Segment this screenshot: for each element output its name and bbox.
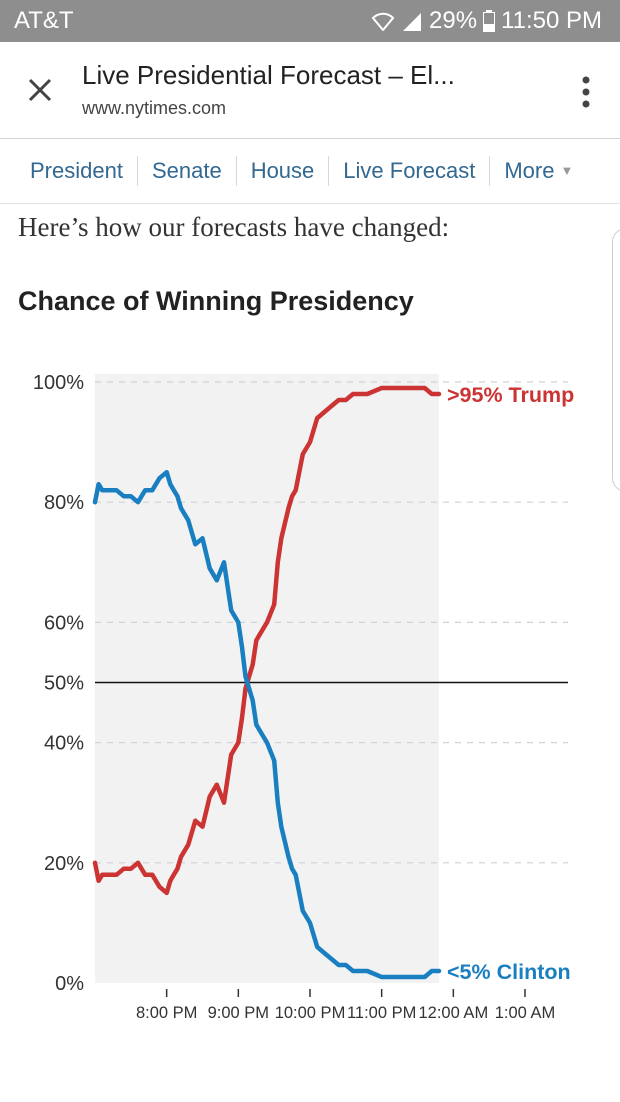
carrier-name: AT&T xyxy=(14,7,74,34)
nav-house[interactable]: House xyxy=(235,156,329,186)
battery-icon xyxy=(483,10,496,32)
series-line-trump xyxy=(92,385,442,896)
forecast-chart: 100% 80% 60% 50% 40% 20% 0% 8:00 PM 9:00 PM 10:00… xyxy=(33,372,574,1022)
chart-title: Chance of Winning Presidency xyxy=(18,286,414,316)
page-domain: www.nytimes.com xyxy=(82,98,227,118)
y-tick-label: 80% xyxy=(44,492,84,514)
section-nav: President Senate House Live Forecast Mor… xyxy=(0,139,620,204)
y-tick-label: 60% xyxy=(44,612,84,634)
y-tick-label: 0% xyxy=(55,973,84,995)
page-title: Live Presidential Forecast – El... xyxy=(82,60,455,90)
y-tick-label: 20% xyxy=(44,853,84,875)
browser-toolbar: Live Presidential Forecast – El... www.n… xyxy=(0,42,620,139)
y-tick-label: 50% xyxy=(44,673,84,695)
intro-text: Here’s how our forecasts have changed: xyxy=(18,212,450,242)
x-tick-label: 11:00 PM xyxy=(347,1004,416,1022)
nav-more[interactable]: More ▼ xyxy=(489,156,587,186)
series-end-label-trump: >95% Trump xyxy=(447,383,574,407)
y-tick-label: 100% xyxy=(33,372,84,394)
x-tick-label: 1:00 AM xyxy=(495,1004,556,1022)
plot-shaded-area xyxy=(95,374,439,983)
nav-senate[interactable]: Senate xyxy=(136,156,236,186)
status-bar: AT&T 29% 11:50 PM xyxy=(0,0,620,42)
status-right: 29% 11:50 PM xyxy=(371,7,602,35)
series-end-label-clinton: <5% Clinton xyxy=(447,960,571,984)
nav-live-forecast[interactable]: Live Forecast xyxy=(328,156,489,186)
x-tick-label: 10:00 PM xyxy=(275,1004,346,1022)
clock: 11:50 PM xyxy=(501,7,602,34)
battery-percent: 29% xyxy=(429,7,478,34)
x-tick-label: 9:00 PM xyxy=(208,1004,269,1022)
y-tick-label: 40% xyxy=(44,733,84,755)
caret-down-icon: ▼ xyxy=(560,163,574,178)
nav-president[interactable]: President xyxy=(30,158,123,183)
nav-more-label: More xyxy=(504,158,555,183)
wifi-icon xyxy=(371,11,395,31)
series-line-clinton xyxy=(92,469,442,980)
close-icon[interactable] xyxy=(24,74,56,106)
overflow-menu-icon[interactable] xyxy=(580,74,592,110)
x-tick-label: 8:00 PM xyxy=(136,1004,197,1022)
x-tick-label: 12:00 AM xyxy=(418,1004,488,1022)
signal-icon xyxy=(401,11,423,31)
